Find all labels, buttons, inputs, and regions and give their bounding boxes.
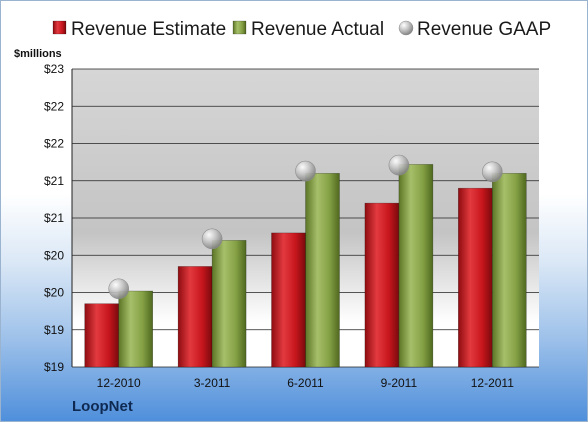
gaap-markers [108, 154, 503, 300]
brand-label: LoopNet [72, 398, 133, 415]
legend-swatch [398, 20, 414, 36]
y-tick-label: $20 [44, 286, 64, 300]
y-tick-label: $21 [44, 174, 64, 188]
y-tick-label: $19 [44, 323, 64, 337]
bar-revenue-actual [211, 240, 247, 368]
gaap-marker [481, 161, 503, 183]
y-tick-label: $19 [44, 360, 64, 374]
gaap-marker [388, 154, 410, 176]
y-tick-label: $23 [44, 62, 64, 76]
gaap-marker [295, 160, 316, 182]
legend-swatch [52, 20, 67, 35]
bar-revenue-estimate [457, 187, 493, 368]
x-tick-label: 3-2011 [194, 376, 231, 390]
x-tick-label: 12-2010 [97, 376, 141, 390]
bar-revenue-estimate [84, 303, 119, 368]
y-unit-label: $millions [14, 48, 62, 60]
x-axis-ticks: 12-2010 3-2011 6-2011 9-2011 12-2011 [97, 376, 515, 390]
y-tick-label: $22 [44, 137, 64, 151]
legend-swatch [232, 20, 247, 35]
legend-label: Revenue Estimate [71, 19, 226, 40]
legend-label: Revenue GAAP [417, 19, 551, 40]
bar-revenue-actual [491, 173, 527, 368]
bars [84, 164, 527, 368]
y-tick-label: $21 [44, 211, 64, 225]
bar-revenue-estimate [177, 266, 213, 368]
x-tick-label: 12-2011 [471, 376, 514, 390]
bar-revenue-actual [118, 290, 153, 368]
bar-revenue-actual [305, 173, 340, 368]
x-tick-label: 6-2011 [287, 376, 324, 390]
legend-label: Revenue Actual [251, 19, 384, 40]
bar-revenue-estimate [364, 202, 400, 368]
bar-revenue-estimate [271, 232, 306, 368]
y-tick-label: $20 [44, 248, 64, 262]
y-axis-ticks: $19 $19 $20 $20 $21 $21 $22 $22 $23 [44, 62, 64, 374]
legend: Revenue Estimate Revenue Actual Revenue GA… [52, 19, 551, 40]
x-tick-label: 9-2011 [381, 376, 418, 390]
y-tick-label: $22 [44, 99, 64, 113]
gaap-marker [108, 278, 129, 300]
gaap-marker [201, 228, 223, 250]
bar-revenue-actual [398, 164, 434, 368]
